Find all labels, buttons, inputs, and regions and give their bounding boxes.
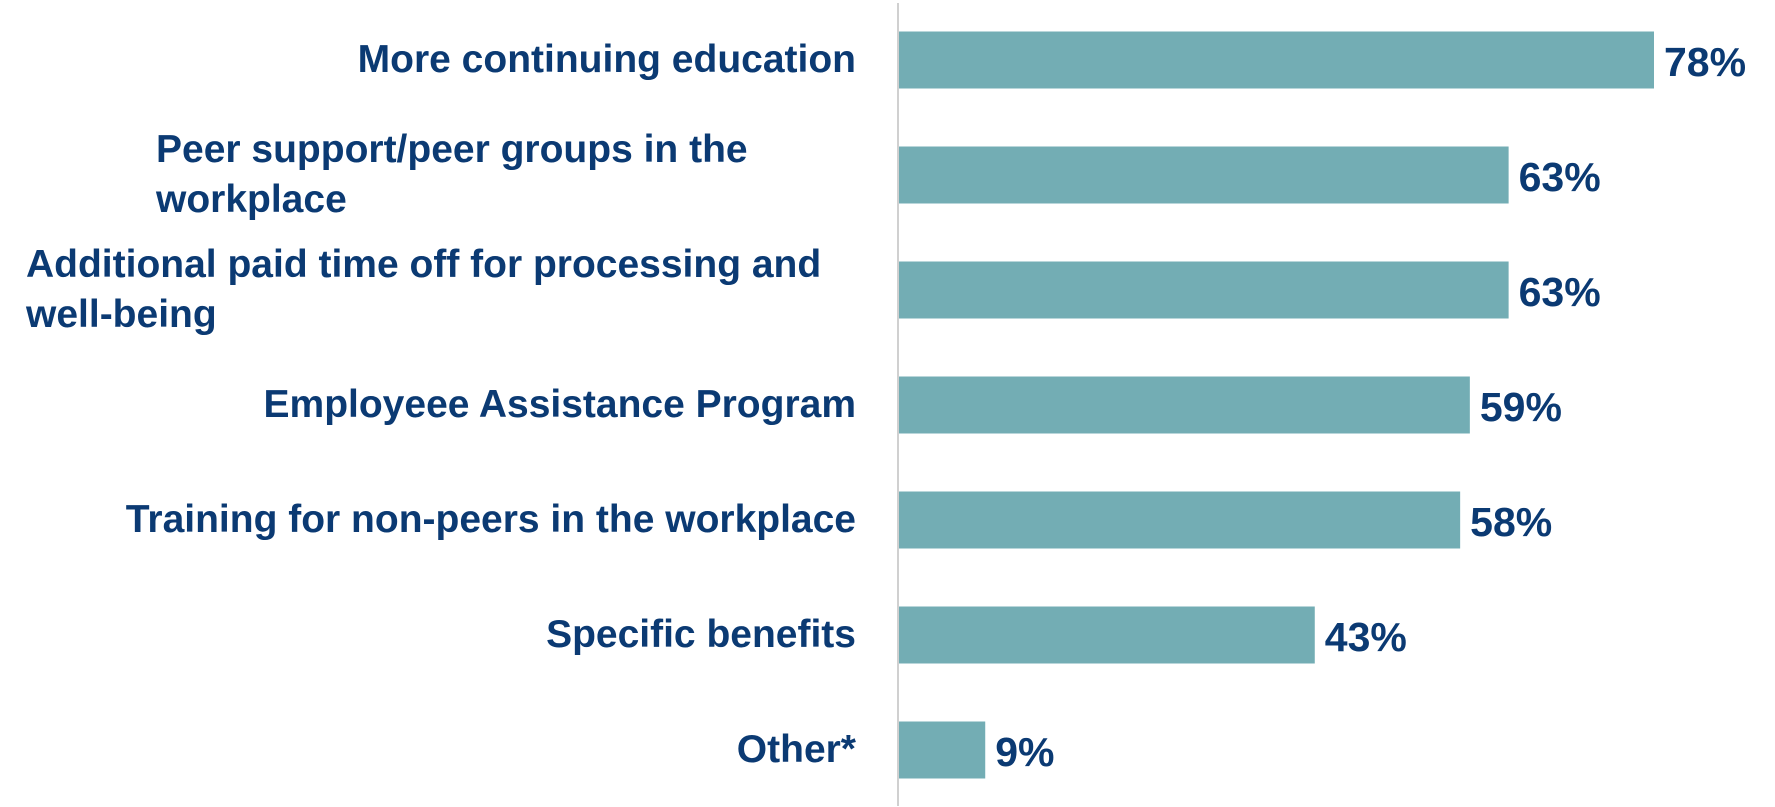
category-label-row: Employeee Assistance Program <box>0 348 856 463</box>
value-label: 59% <box>1480 384 1562 430</box>
category-label-row: Other* <box>0 693 856 807</box>
category-label-row: Specific benefits <box>0 578 856 693</box>
value-label: 9% <box>995 729 1054 775</box>
bar <box>899 376 1470 434</box>
category-label-row: Training for non-peers in the workplace <box>0 463 856 578</box>
bar <box>899 261 1509 319</box>
value-label: 78% <box>1664 39 1746 85</box>
category-label: Employeee Assistance Program <box>263 383 856 426</box>
category-label: Training for non-peers in the workplace <box>125 498 856 541</box>
category-label: Other* <box>736 728 856 771</box>
category-label: Additional paid time off for processing … <box>26 243 822 336</box>
bar <box>899 31 1654 89</box>
bar <box>899 146 1509 204</box>
value-label: 43% <box>1325 614 1407 660</box>
value-label: 63% <box>1519 269 1601 315</box>
bar <box>899 606 1315 664</box>
value-label: 58% <box>1470 499 1552 545</box>
bar <box>899 721 986 779</box>
category-label: Peer support/peer groups in the workplac… <box>156 128 748 221</box>
category-label-row: Additional paid time off for processing … <box>0 233 856 348</box>
category-label-row: Peer support/peer groups in the workplac… <box>0 118 856 233</box>
category-label: Specific benefits <box>546 613 856 656</box>
category-label: More continuing education <box>357 38 856 81</box>
bar <box>899 491 1461 549</box>
value-label: 63% <box>1519 154 1601 200</box>
category-label-row: More continuing education <box>0 3 856 118</box>
